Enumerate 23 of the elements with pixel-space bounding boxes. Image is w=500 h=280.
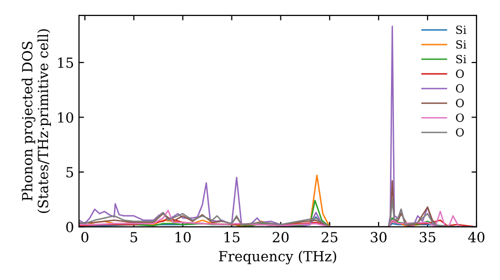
x-tick-label: 25	[322, 232, 338, 242]
legend-label: Si	[456, 54, 466, 64]
x-tick-label: 0	[81, 232, 88, 242]
legend-label: O	[456, 70, 464, 78]
legend-label: Si	[456, 26, 466, 34]
legend-label: O	[456, 113, 464, 122]
x-tick-label: 40	[468, 232, 484, 242]
x-tick-label: 15	[224, 232, 240, 242]
legend-label: O	[456, 98, 464, 108]
x-axis-title: Frequency (THz)	[218, 250, 336, 264]
x-tick-label: 30	[370, 232, 387, 242]
x-tick-label: 10	[176, 232, 191, 242]
x-tick-label: 35	[420, 232, 436, 242]
x-tick-label: 20	[272, 232, 289, 242]
y-tick-label: 10	[58, 112, 74, 123]
y-tick-label: 15	[58, 57, 74, 68]
y-tick-label: 5	[66, 167, 74, 178]
legend-label: O	[456, 128, 464, 136]
legend-label: O	[456, 84, 464, 93]
y-tick-label: 0	[66, 222, 74, 232]
y-axis-title: Phonon projected DOS (States/THz·primitive cell)	[22, 29, 51, 213]
x-tick-label: 5	[130, 232, 138, 242]
legend-label: Si	[456, 40, 466, 49]
